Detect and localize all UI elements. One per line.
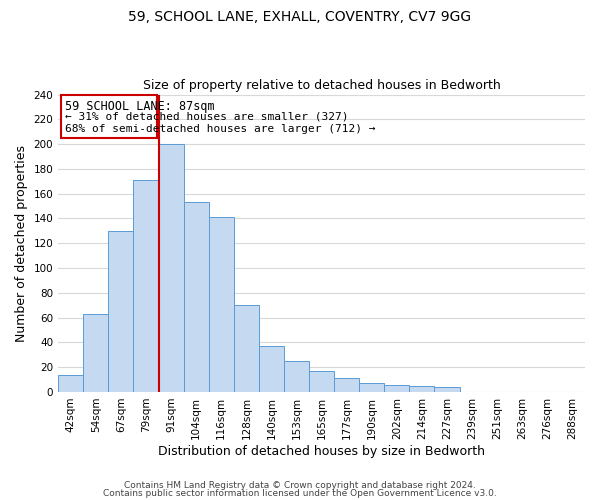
Text: ← 31% of detached houses are smaller (327): ← 31% of detached houses are smaller (32… <box>65 112 349 122</box>
Bar <box>133 180 158 392</box>
Bar <box>158 144 184 392</box>
Text: Contains public sector information licensed under the Open Government Licence v3: Contains public sector information licen… <box>103 488 497 498</box>
X-axis label: Distribution of detached houses by size in Bedworth: Distribution of detached houses by size … <box>158 444 485 458</box>
Bar <box>434 387 460 392</box>
Bar <box>385 384 409 392</box>
Title: Size of property relative to detached houses in Bedworth: Size of property relative to detached ho… <box>143 79 500 92</box>
Bar <box>209 217 234 392</box>
Bar <box>359 384 385 392</box>
Bar <box>58 374 83 392</box>
Bar <box>234 305 259 392</box>
Text: 59 SCHOOL LANE: 87sqm: 59 SCHOOL LANE: 87sqm <box>65 100 215 112</box>
Bar <box>309 371 334 392</box>
Bar <box>83 314 109 392</box>
Text: 68% of semi-detached houses are larger (712) →: 68% of semi-detached houses are larger (… <box>65 124 376 134</box>
Bar <box>284 361 309 392</box>
Bar <box>334 378 359 392</box>
FancyBboxPatch shape <box>61 94 157 138</box>
Text: Contains HM Land Registry data © Crown copyright and database right 2024.: Contains HM Land Registry data © Crown c… <box>124 481 476 490</box>
Bar <box>259 346 284 392</box>
Text: 59, SCHOOL LANE, EXHALL, COVENTRY, CV7 9GG: 59, SCHOOL LANE, EXHALL, COVENTRY, CV7 9… <box>128 10 472 24</box>
Bar <box>184 202 209 392</box>
Bar <box>409 386 434 392</box>
Bar <box>109 231 133 392</box>
Y-axis label: Number of detached properties: Number of detached properties <box>15 145 28 342</box>
